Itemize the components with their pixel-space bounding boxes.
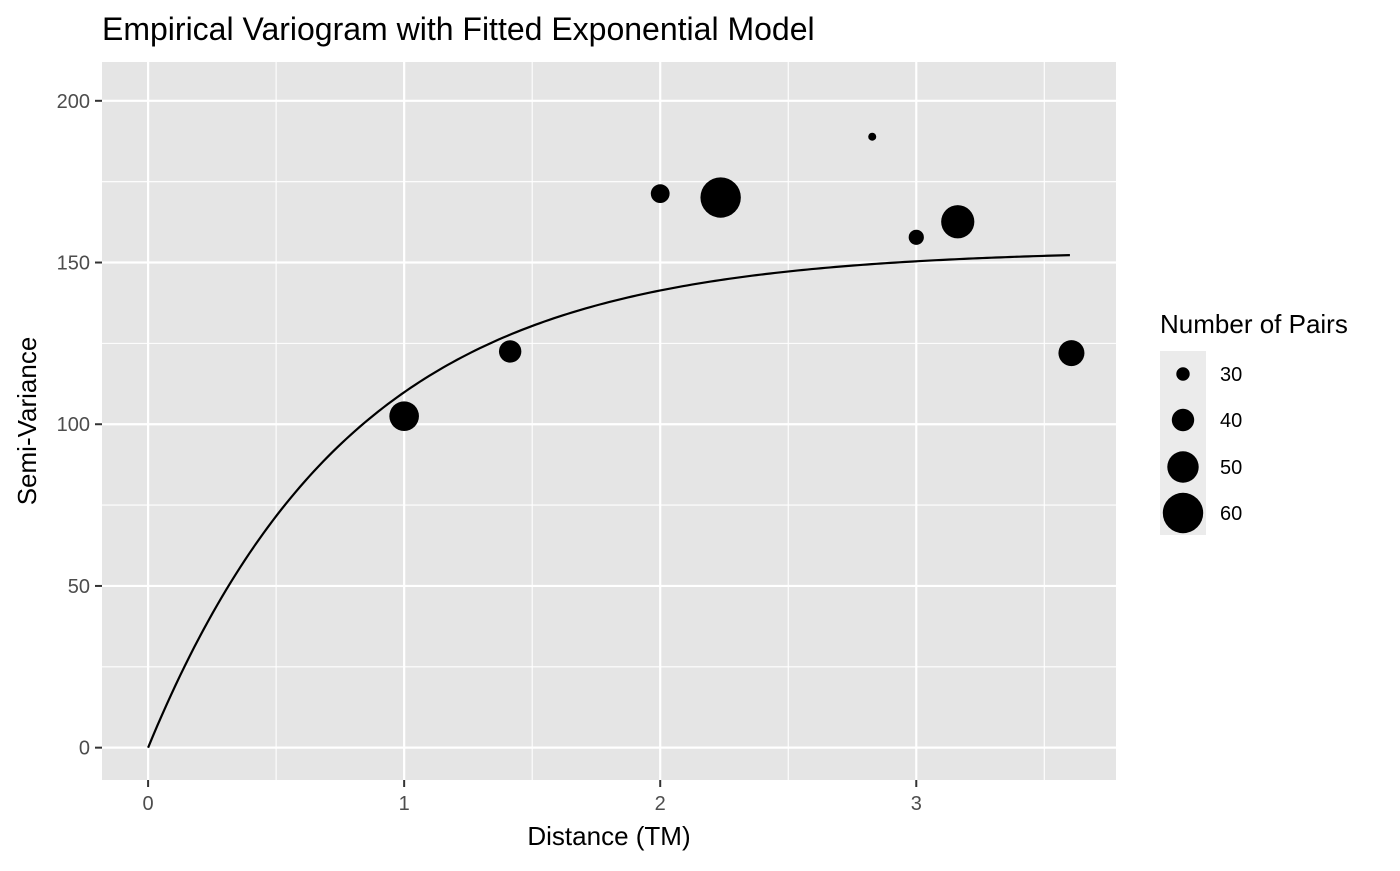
x-axis: 0 1 2 3 xyxy=(143,780,922,815)
legend-key-circle xyxy=(1176,367,1190,381)
legend-item-label: 40 xyxy=(1220,410,1242,432)
data-point xyxy=(941,205,975,239)
y-tick-label: 50 xyxy=(68,576,90,598)
chart-title: Empirical Variogram with Fitted Exponent… xyxy=(102,11,815,47)
y-axis-label: Semi-Variance xyxy=(12,337,42,506)
y-tick-label: 200 xyxy=(57,91,90,113)
x-tick-label: 0 xyxy=(143,793,154,815)
data-points xyxy=(389,132,1085,431)
x-tick-label: 3 xyxy=(911,793,922,815)
legend-item-label: 50 xyxy=(1220,457,1242,479)
major-gridlines xyxy=(102,62,1116,780)
x-axis-label: Distance (TM) xyxy=(527,821,690,851)
y-tick-label: 0 xyxy=(79,738,90,760)
data-point xyxy=(389,401,419,431)
data-point xyxy=(1058,340,1085,367)
legend-title: Number of Pairs xyxy=(1160,309,1348,339)
data-point xyxy=(498,340,522,363)
legend-key-circle xyxy=(1167,451,1199,483)
legend-key-circle xyxy=(1162,492,1204,534)
y-tick-label: 150 xyxy=(57,253,90,275)
data-point xyxy=(868,132,877,141)
data-point xyxy=(650,184,670,204)
data-point xyxy=(700,177,741,218)
x-tick-label: 1 xyxy=(399,793,410,815)
x-tick-label: 2 xyxy=(655,793,666,815)
legend: Number of Pairs 30 40 50 60 xyxy=(1160,309,1348,535)
y-tick-label: 100 xyxy=(57,414,90,436)
y-axis: 0 50 100 150 200 xyxy=(57,91,102,760)
legend-key-circle xyxy=(1171,408,1195,432)
minor-gridlines xyxy=(102,62,1116,780)
data-point xyxy=(908,229,924,245)
legend-items: 30 40 50 60 xyxy=(1162,364,1242,534)
legend-item-label: 30 xyxy=(1220,364,1242,386)
plot-panel xyxy=(102,62,1116,780)
legend-item-label: 60 xyxy=(1220,503,1242,525)
fitted-exponential-curve xyxy=(147,254,1070,749)
